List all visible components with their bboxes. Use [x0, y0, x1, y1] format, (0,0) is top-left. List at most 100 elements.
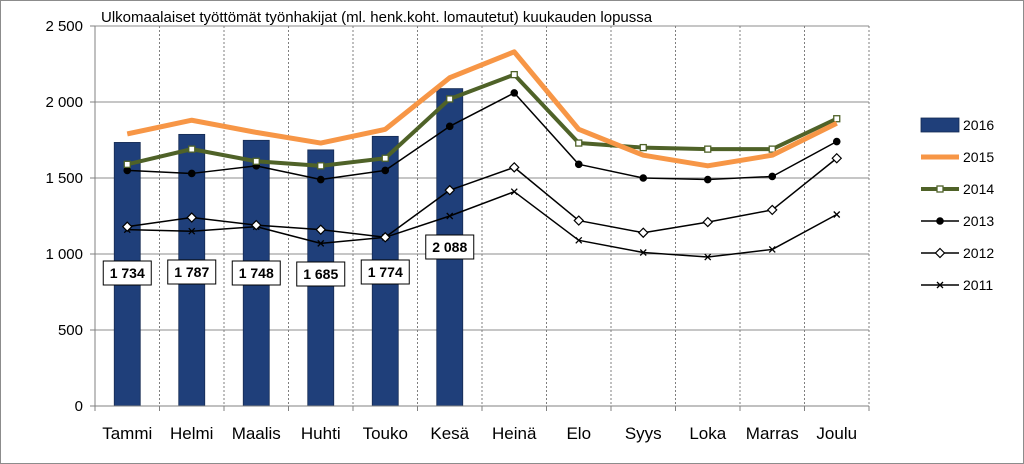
point-marker: [316, 175, 325, 184]
legend-label: 2014: [963, 181, 994, 197]
x-tick-label: Helmi: [170, 424, 213, 443]
legend-label: 2011: [963, 277, 993, 293]
point-marker: [936, 281, 944, 289]
legend-entry-2016: 2016: [920, 117, 994, 133]
point-marker: [768, 245, 776, 253]
point-marker: [703, 175, 712, 184]
point-marker: [934, 247, 946, 259]
x-tick-label: Huhti: [301, 424, 341, 443]
point-marker: [833, 211, 841, 218]
point-marker: [444, 184, 456, 196]
data-label-box: [296, 261, 346, 287]
point-marker: [510, 89, 519, 97]
series-2012: [121, 152, 843, 243]
point-marker: [379, 231, 391, 243]
point-marker: [510, 188, 518, 196]
legend: 2016 2015 2014 2013 2012 2011: [920, 117, 994, 293]
point-marker: [936, 217, 944, 225]
point-marker: [121, 221, 133, 232]
x-tick-label: Syys: [625, 424, 662, 443]
point-marker: [508, 162, 520, 173]
point-marker: [768, 172, 777, 181]
point-marker: [639, 174, 648, 182]
series-line: [127, 92, 838, 181]
data-labels: 1 734 1 787 1 748 1 685 1 774 2 088: [102, 234, 475, 287]
point-marker: [574, 160, 583, 169]
y-tick-label: 1 500: [45, 170, 83, 187]
data-label-box: [360, 259, 410, 285]
point-marker: [317, 162, 325, 170]
legend-entry-2015: 2015: [921, 149, 994, 165]
point-marker: [704, 253, 712, 261]
point-marker: [317, 239, 325, 247]
chart-title: Ulkomaalaiset työttömät työnhakijat (ml.…: [101, 9, 653, 26]
series-line: [127, 157, 838, 239]
x-tick-label: Marras: [746, 424, 799, 443]
point-marker: [445, 122, 454, 131]
point-marker: [639, 249, 647, 256]
point-marker: [315, 224, 327, 236]
legend-entry-2013: 2013: [921, 213, 994, 229]
legend-swatch: [920, 117, 960, 133]
data-label: 1 685: [303, 266, 338, 282]
series-line: [126, 49, 838, 169]
axes: 0 500 1 000 1 500 2 000 2 500 Tammi Helmi Maalis…: [45, 18, 870, 443]
point-marker: [123, 160, 131, 168]
point-marker: [446, 95, 454, 103]
point-marker: [702, 216, 714, 228]
legend-label: 2015: [963, 149, 994, 165]
data-label-box: [425, 234, 475, 260]
data-label-box: [167, 259, 217, 285]
x-tick-label: Loka: [689, 424, 726, 443]
point-marker: [123, 166, 132, 175]
legend-entry-2014: 2014: [921, 181, 994, 197]
data-label: 1 787: [174, 264, 209, 280]
point-marker: [381, 154, 389, 162]
data-label: 1 748: [239, 265, 274, 281]
point-marker: [187, 169, 196, 178]
data-label: 1 734: [110, 265, 145, 281]
legend-entry-2012: 2012: [921, 245, 994, 261]
data-label: 2 088: [432, 239, 467, 255]
point-marker: [768, 145, 776, 153]
legend-label: 2012: [963, 245, 994, 261]
point-marker: [833, 115, 841, 123]
point-marker: [186, 212, 198, 223]
lines: [121, 49, 843, 261]
legend-label: 2013: [963, 213, 994, 229]
x-tick-label: Heinä: [492, 424, 537, 443]
y-tick-label: 500: [58, 322, 83, 339]
legend-entry-2011: 2011: [921, 277, 993, 293]
point-marker: [188, 145, 196, 153]
data-label-box: [231, 260, 281, 286]
point-marker: [446, 212, 454, 220]
point-marker: [704, 145, 712, 153]
point-marker: [831, 152, 843, 164]
y-tick-label: 0: [75, 398, 83, 415]
legend-label: 2016: [963, 117, 994, 133]
x-tick-label: Tammi: [102, 424, 152, 443]
x-tick-label: Touko: [363, 424, 408, 443]
series-2015: [126, 49, 838, 169]
x-tick-label: Kesä: [430, 424, 469, 443]
point-marker: [381, 166, 390, 175]
point-marker: [766, 204, 778, 216]
point-marker: [573, 215, 585, 226]
x-tick-label: Maalis: [232, 424, 281, 443]
y-tick-label: 2 500: [45, 18, 83, 35]
point-marker: [936, 185, 944, 193]
point-marker: [575, 236, 583, 244]
x-tick-label: Joulu: [816, 424, 857, 443]
series-2011: [123, 188, 841, 261]
series-2013: [123, 89, 841, 184]
point-marker: [637, 227, 649, 239]
point-marker: [188, 227, 196, 235]
data-label-box: [102, 260, 152, 286]
point-marker: [252, 157, 260, 165]
grid: [95, 25, 870, 406]
point-marker: [250, 219, 262, 231]
x-tick-label: Elo: [566, 424, 591, 443]
y-tick-label: 1 000: [45, 246, 83, 263]
